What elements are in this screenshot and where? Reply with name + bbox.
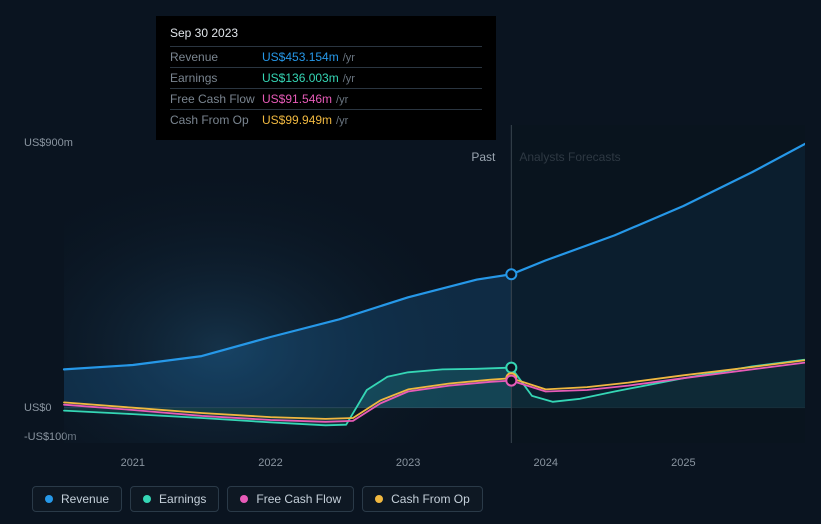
chart-legend: Revenue Earnings Free Cash Flow Cash From O… (32, 486, 483, 512)
legend-item-revenue[interactable]: Revenue (32, 486, 122, 512)
tooltip-row-fcf: Free Cash FlowUS$91.546m/yr (170, 88, 482, 109)
tooltip-row-revenue: RevenueUS$453.154m/yr (170, 46, 482, 67)
tooltip-row-unit: /yr (343, 73, 355, 85)
marker-revenue (506, 269, 516, 279)
tooltip-row-earnings: EarningsUS$136.003m/yr (170, 67, 482, 88)
tooltip-row-unit: /yr (343, 52, 355, 64)
legend-item-label: Cash From Op (391, 492, 470, 506)
chart-tooltip: Sep 30 2023 RevenueUS$453.154m/yrEarning… (156, 16, 496, 140)
legend-dot-icon (240, 495, 248, 503)
legend-dot-icon (375, 495, 383, 503)
tooltip-row-value: US$453.154m (262, 50, 339, 64)
legend-dot-icon (143, 495, 151, 503)
tooltip-row-label: Free Cash Flow (170, 92, 262, 106)
tooltip-row-unit: /yr (336, 115, 348, 127)
legend-item-cfo[interactable]: Cash From Op (362, 486, 483, 512)
tooltip-row-value: US$91.546m (262, 92, 332, 106)
legend-item-label: Free Cash Flow (256, 492, 341, 506)
financials-chart: Sep 30 2023 RevenueUS$453.154m/yrEarning… (16, 0, 805, 524)
tooltip-row-value: US$136.003m (262, 71, 339, 85)
marker-fcf (506, 376, 516, 386)
legend-item-label: Revenue (61, 492, 109, 506)
legend-dot-icon (45, 495, 53, 503)
legend-item-fcf[interactable]: Free Cash Flow (227, 486, 354, 512)
tooltip-row-label: Cash From Op (170, 113, 262, 127)
tooltip-row-label: Earnings (170, 71, 262, 85)
marker-earnings (506, 363, 516, 373)
legend-item-earnings[interactable]: Earnings (130, 486, 219, 512)
tooltip-date: Sep 30 2023 (170, 26, 482, 46)
legend-item-label: Earnings (159, 492, 206, 506)
tooltip-row-label: Revenue (170, 50, 262, 64)
tooltip-row-value: US$99.949m (262, 113, 332, 127)
tooltip-row-cfo: Cash From OpUS$99.949m/yr (170, 109, 482, 130)
tooltip-row-unit: /yr (336, 94, 348, 106)
